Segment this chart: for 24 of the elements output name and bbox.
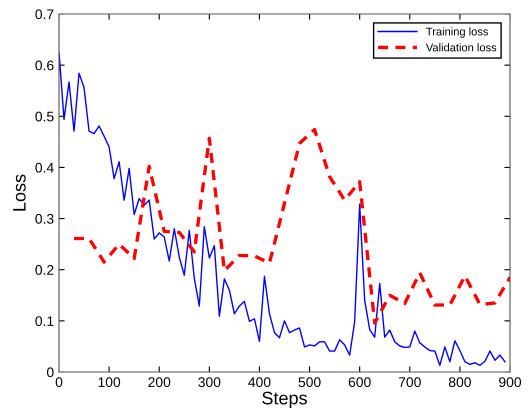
x-tick-label: 200 [148, 377, 170, 388]
x-tick-label: 600 [348, 377, 371, 388]
x-axis-title: Steps [262, 392, 307, 408]
y-tick-label: 0 [46, 367, 54, 378]
y-tick-label: 0.3 [35, 214, 54, 224]
y-tick-label: 0.1 [35, 316, 54, 326]
y-tick-label: 0.6 [35, 60, 54, 70]
y-tick-label: 0.5 [35, 112, 54, 122]
x-tick-label: 900 [499, 377, 522, 388]
x-tick-label: 400 [248, 377, 270, 388]
line-series [72, 128, 510, 325]
x-tick-label: 300 [198, 377, 220, 388]
y-axis-title: Loss [13, 174, 26, 211]
x-tick-label: 100 [98, 377, 120, 388]
x-tick-label: 0 [56, 377, 62, 388]
y-tick-label: 0.2 [35, 265, 54, 275]
x-tick-label: 800 [448, 377, 471, 388]
line-series [59, 51, 506, 366]
y-tick-label: 0.7 [35, 9, 54, 20]
legend-label: Training loss [426, 27, 488, 38]
x-tick-label: 500 [298, 377, 321, 388]
x-tick-label: 700 [398, 377, 421, 388]
legend-label: Validation loss [426, 43, 496, 52]
y-tick-label: 0.4 [35, 162, 54, 173]
